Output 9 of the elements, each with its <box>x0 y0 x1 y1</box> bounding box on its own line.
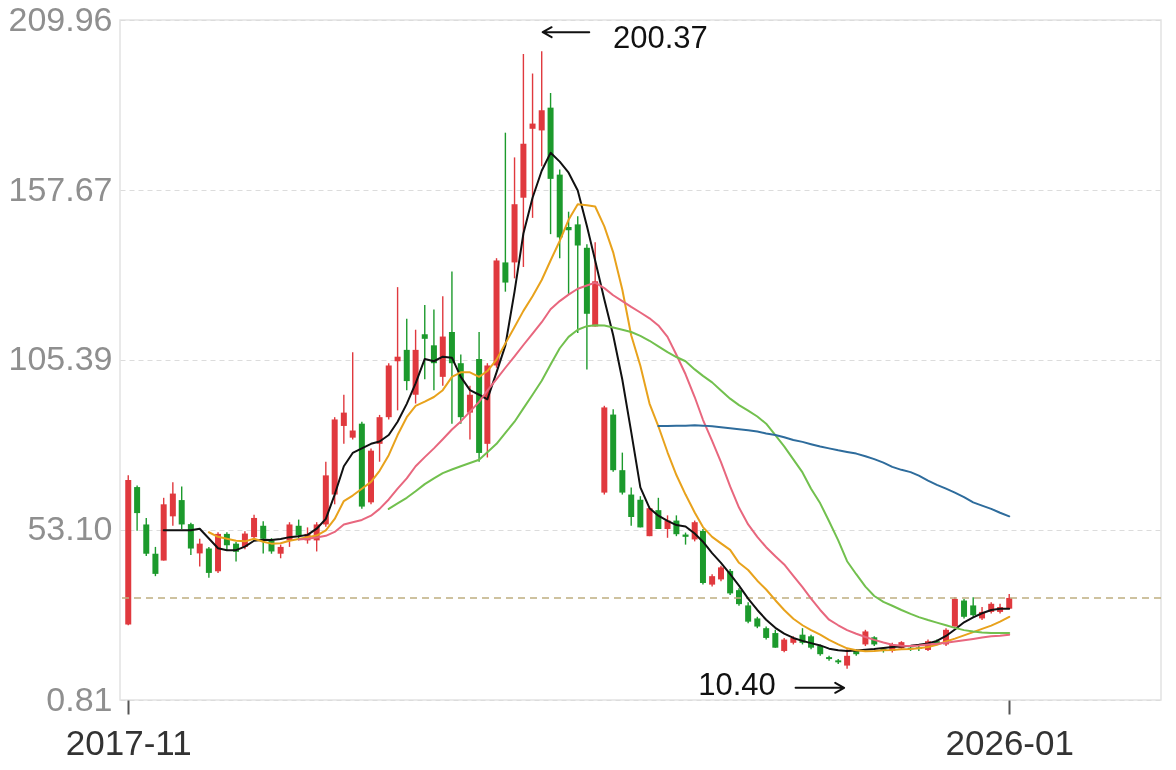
y-tick-label: 105.39 <box>8 339 113 378</box>
y-tick-label: 0.81 <box>46 679 113 718</box>
annotation: 200.37 <box>613 20 708 56</box>
x-tick-label: 2017-11 <box>65 722 192 762</box>
y-tick-label: 209.96 <box>8 0 113 38</box>
annotation: 10.40 <box>698 666 776 702</box>
y-tick-label: 53.10 <box>27 509 113 548</box>
y-tick-label: 157.67 <box>8 169 113 208</box>
x-tick-label: 2026-01 <box>945 722 1074 762</box>
